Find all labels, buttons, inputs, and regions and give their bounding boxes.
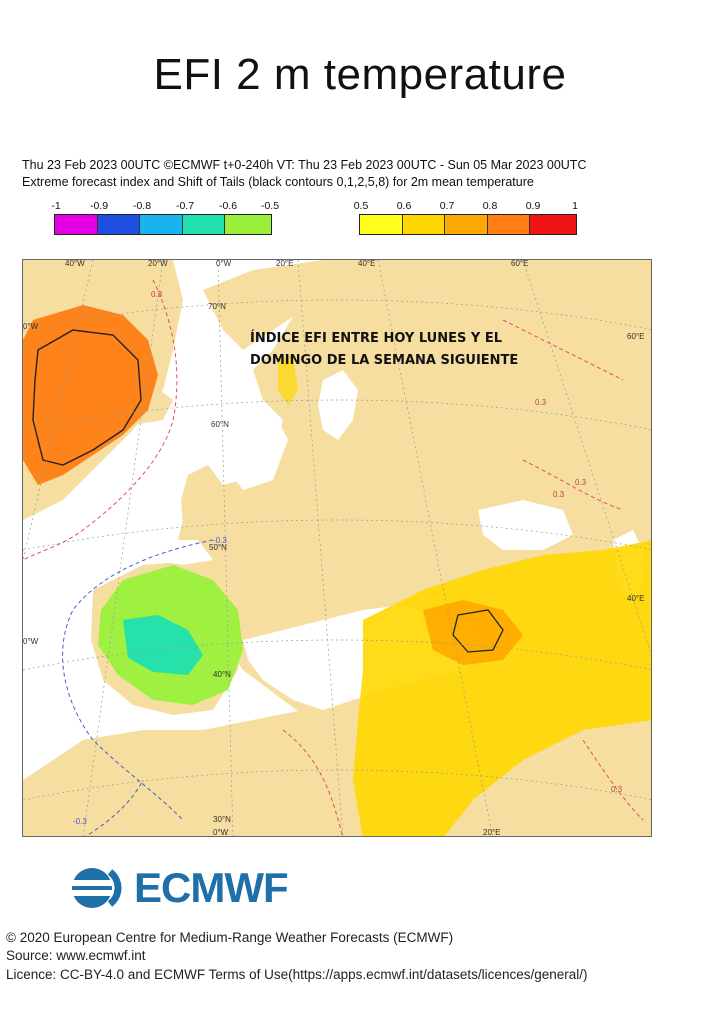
page-title: EFI 2 m temperature	[153, 50, 567, 99]
forecast-description-text: Extreme forecast index and Shift of Tail…	[22, 175, 534, 189]
legend-tick: 0.8	[482, 200, 498, 212]
contour-label: 0.3	[611, 785, 623, 794]
lon-label: 40°W	[65, 259, 85, 268]
legend-negative: -1 -0.9 -0.8 -0.7 -0.6 -0.5	[51, 200, 279, 240]
legend-swatch	[402, 215, 446, 234]
greenland-anomaly	[23, 305, 158, 485]
map-canvas	[23, 260, 651, 836]
sea-biscay	[153, 540, 213, 565]
sea-baltic	[318, 370, 358, 440]
map-annotation: ÍNDICE EFI ENTRE HOY LUNES Y EL DOMINGO …	[250, 328, 580, 372]
lat-label: 50°N	[209, 543, 227, 552]
lat-label: 70°N	[208, 302, 226, 311]
lat-label: 60°E	[627, 332, 645, 341]
contour-red	[23, 279, 178, 561]
ecmwf-logo-text: ECMWF	[134, 864, 289, 911]
lat-label: 0°W	[23, 637, 39, 646]
legend-swatch	[182, 215, 226, 234]
aegean-contour	[452, 609, 504, 653]
lon-label: 0°W	[213, 828, 229, 837]
sea-north	[228, 410, 288, 490]
legend-positive: 0.5 0.6 0.7 0.8 0.9 1	[354, 200, 578, 240]
contour-label: 0.3	[575, 478, 587, 487]
legend-tick: 0.7	[439, 200, 455, 212]
lat-label: 40°E	[627, 594, 645, 603]
contour-label: -0.3	[73, 817, 87, 826]
legend-tick: -0.5	[260, 200, 280, 212]
legend-negative-colorbar	[54, 214, 272, 235]
ecmwf-logo: ECMWF	[70, 864, 289, 911]
legend-swatch	[360, 215, 403, 234]
licence-text: Licence: CC-BY-4.0 and ECMWF Terms of Us…	[6, 967, 588, 982]
aegean-anomaly-orange	[423, 600, 523, 665]
copyright-text: © 2020 European Centre for Medium-Range …	[6, 930, 454, 945]
ecmwf-logo-icon	[72, 868, 128, 908]
sea-black	[478, 500, 573, 550]
annotation-line: ÍNDICE EFI ENTRE HOY LUNES Y EL	[250, 331, 502, 346]
legend-tick: -0.8	[132, 200, 152, 212]
legend-swatch	[140, 215, 183, 234]
legend-swatch	[55, 215, 98, 234]
scandinavia-anomaly	[278, 355, 298, 405]
legend-tick: -1	[51, 200, 61, 212]
legend-tick: 0.5	[353, 200, 369, 212]
lat-label: 0°W	[23, 322, 39, 331]
land-mass-british-isles	[181, 465, 228, 540]
annotation-line: DOMINGO DE LA SEMANA SIGUIENTE	[250, 353, 519, 368]
iberia-anomaly-cyan	[123, 615, 203, 675]
contour-label: -0.3	[213, 536, 227, 545]
lon-label: 20°W	[148, 259, 168, 268]
lon-label: 0°W	[216, 259, 232, 268]
lon-label: 60°E	[511, 259, 529, 268]
legend-tick: -0.9	[89, 200, 109, 212]
legend-tick: -0.7	[175, 200, 195, 212]
lat-label: 30°N	[213, 815, 231, 824]
legend-tick: 0.9	[525, 200, 541, 212]
legend-tick: -0.6	[218, 200, 238, 212]
greenland-contour	[32, 329, 142, 466]
legend-swatch	[445, 215, 488, 234]
contour-label: 0.3	[535, 398, 547, 407]
contour-blue	[62, 539, 214, 836]
legend-swatch	[530, 215, 576, 234]
legend-positive-ticks: 0.5 0.6 0.7 0.8 0.9 1	[354, 200, 578, 214]
legend-swatch	[225, 215, 271, 234]
legend-negative-ticks: -1 -0.9 -0.8 -0.7 -0.6 -0.5	[51, 200, 279, 214]
lon-label: 20°E	[483, 828, 501, 837]
land-mass-north-africa	[23, 710, 363, 836]
land-mass-scandinavia	[273, 275, 423, 435]
lon-label: 40°E	[358, 259, 376, 268]
contour-label: 0.3	[553, 490, 565, 499]
legend-positive-colorbar	[359, 214, 577, 235]
lat-label: 60°N	[211, 420, 229, 429]
source-text: Source: www.ecmwf.int	[6, 948, 146, 963]
legend-swatch	[487, 215, 531, 234]
lon-label: 20°E	[276, 259, 294, 268]
efi-map: 40°W 20°W 0°W 20°E 40°E 60°E 0°W 20°E 70…	[22, 259, 652, 837]
graticule	[23, 260, 651, 836]
legend-swatch	[97, 215, 141, 234]
legend-tick: 0.6	[396, 200, 412, 212]
forecast-validity-text: Thu 23 Feb 2023 00UTC ©ECMWF t+0-240h VT…	[22, 158, 587, 172]
lat-label: 40°N	[213, 670, 231, 679]
contour-label: 0.3	[151, 290, 163, 299]
legend-tick: 1	[572, 200, 578, 212]
